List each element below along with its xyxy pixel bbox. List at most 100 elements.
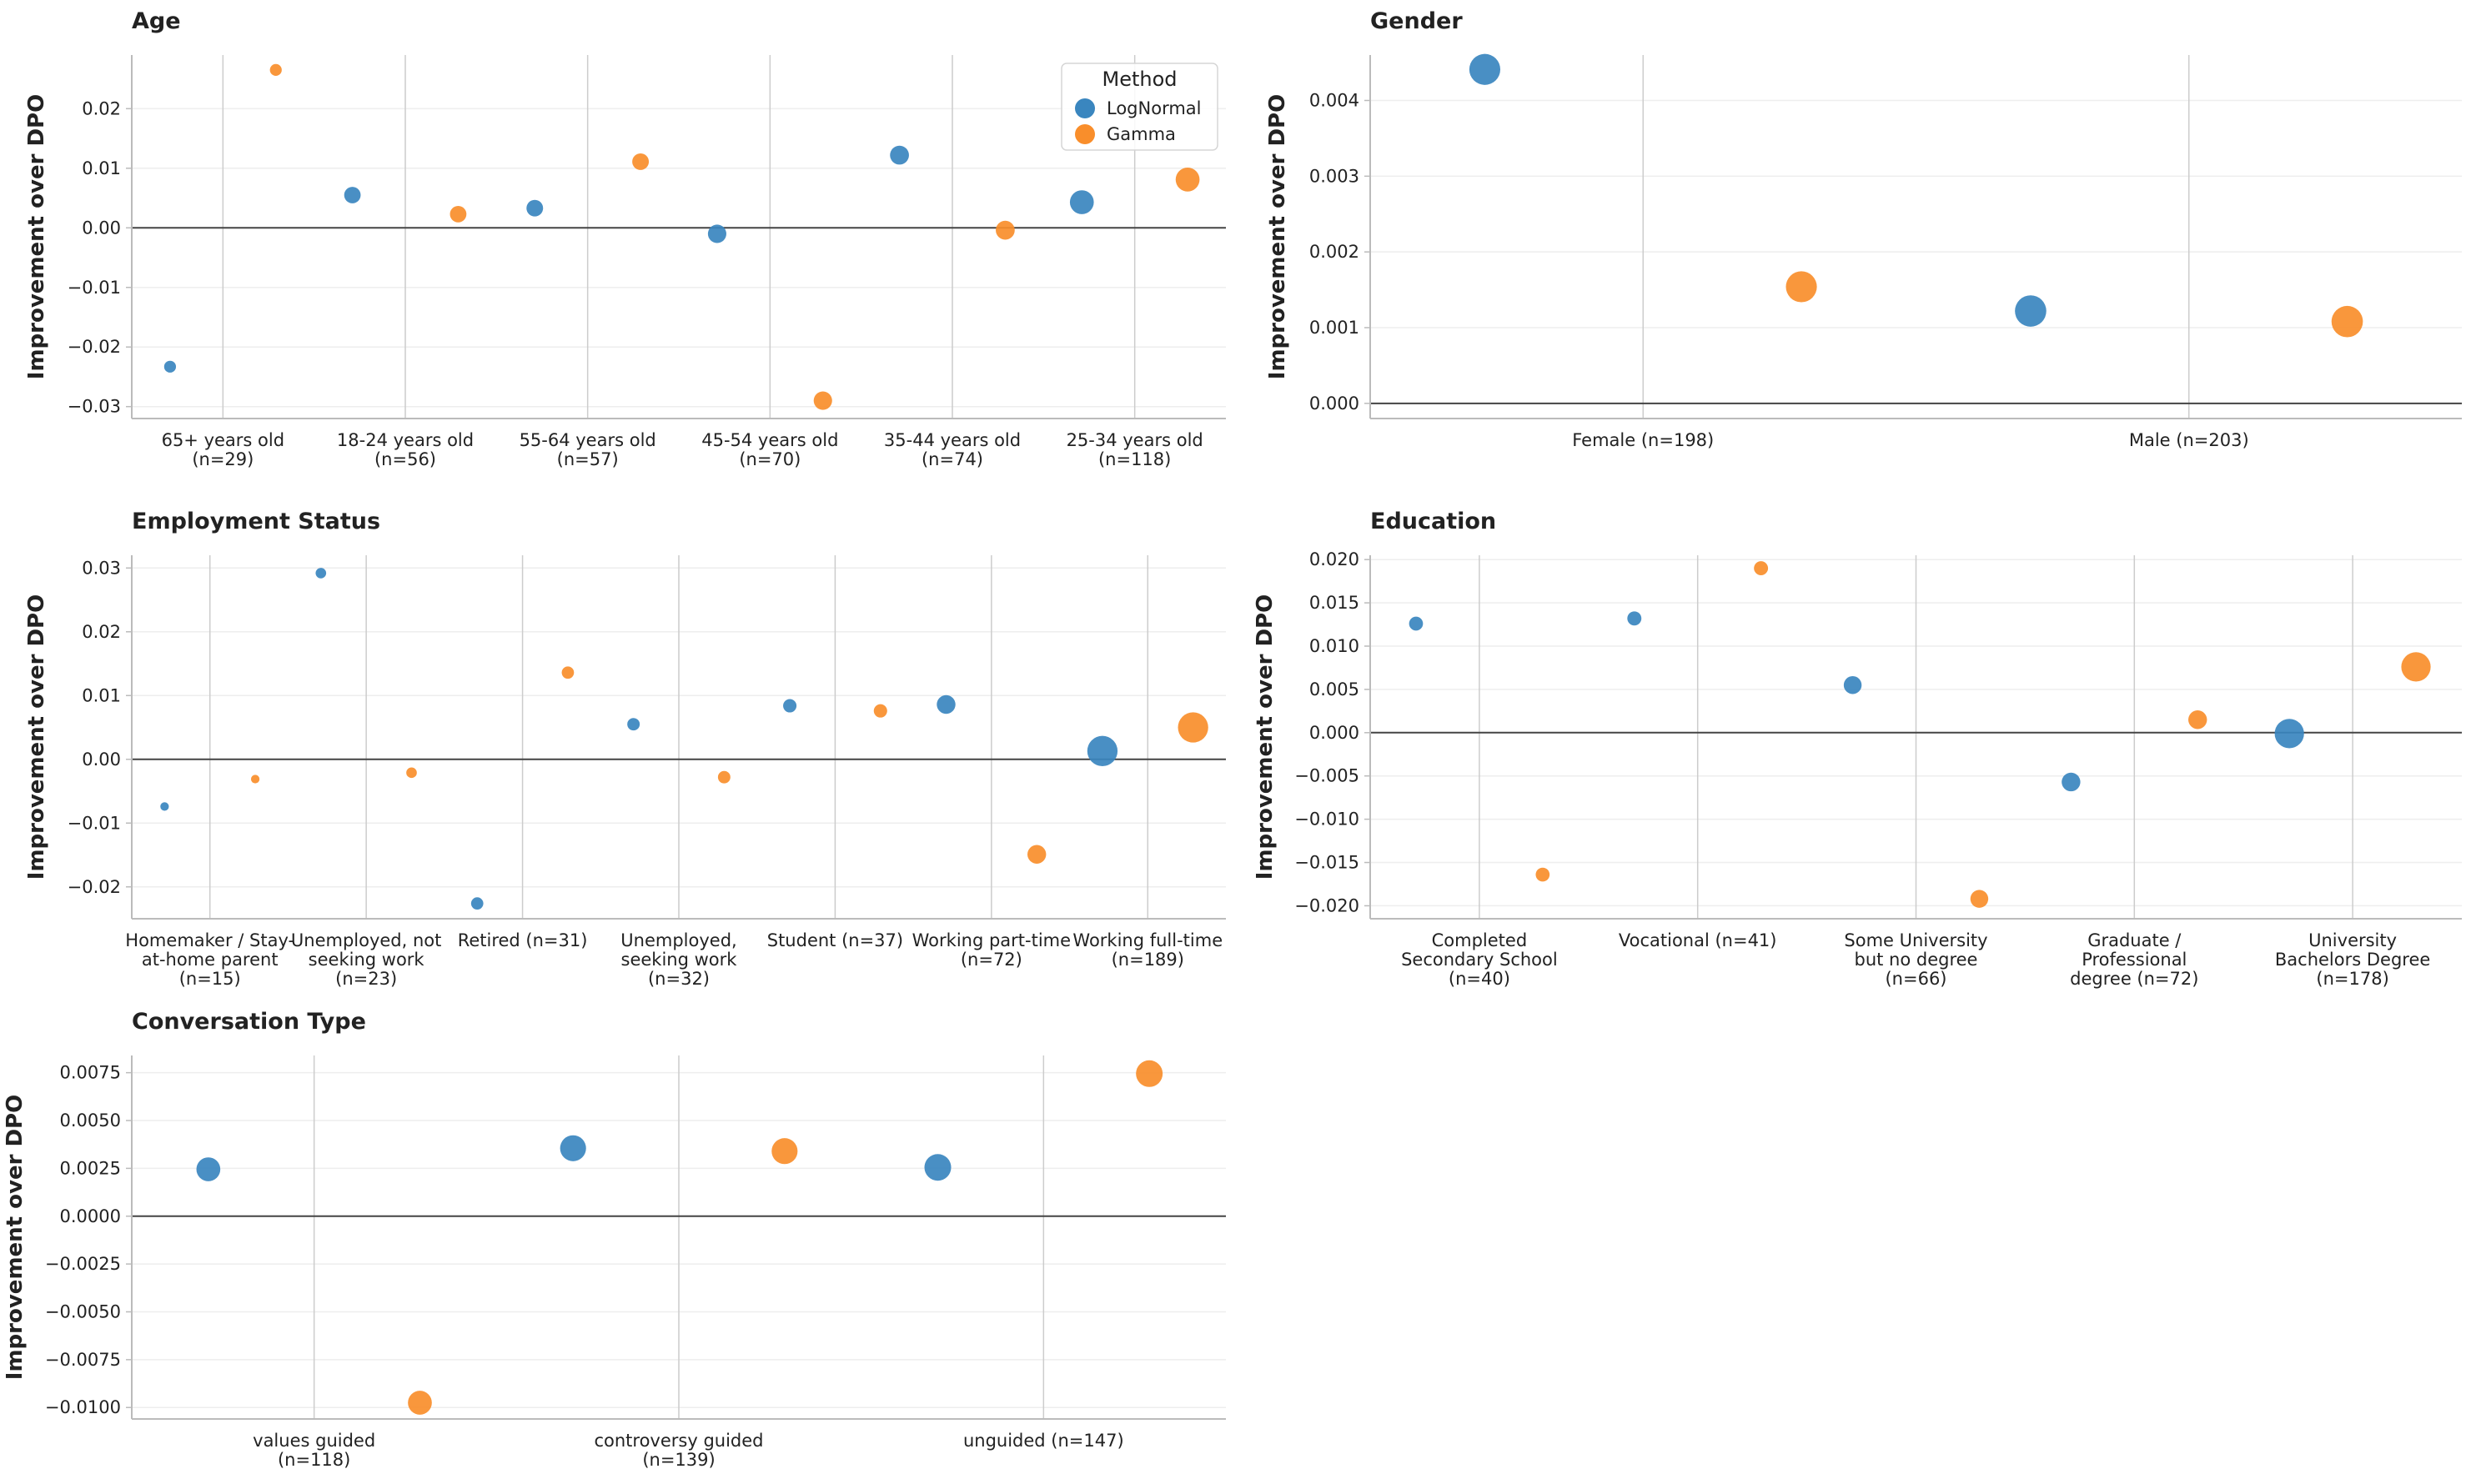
y-tick-label: −0.0050 [45,1301,121,1321]
y-tick-label: 0.00 [82,750,121,770]
panel-title: Gender [1370,8,1463,34]
y-axis-label: Improvement over DPO [24,94,49,379]
point-lognormal [196,1157,221,1181]
point-gamma [1175,168,1200,192]
point-gamma [1136,1060,1163,1087]
y-tick-label: 0.01 [82,158,121,178]
point-lognormal [470,897,484,910]
y-tick-label: 0.0000 [60,1206,121,1226]
y-tick-label: −0.0025 [45,1254,121,1274]
y-tick-label: −0.005 [1294,766,1359,786]
y-axis-label: Improvement over DPO [3,1095,28,1380]
point-lognormal [1087,735,1118,766]
legend-marker-gamma [1075,124,1095,144]
point-lognormal [315,568,327,579]
x-tick-label: Some University but no degree (n=66) [1844,930,1987,989]
y-tick-label: 0.00 [82,218,121,238]
y-tick-label: 0.004 [1309,91,1359,111]
panel-age: Age −0.03 −0.02 −0.01 0.00 0.01 0.02 Improvemen… [24,8,1226,469]
x-tick-label: Retired (n=31) [458,930,588,950]
point-gamma [250,775,260,784]
x-tick-label: 25-34 years old (n=118) [1067,430,1203,469]
y-tick-label: −0.015 [1294,853,1359,873]
panel-title: Conversation Type [132,1009,366,1035]
panel-education: Education −0.020 −0.015 −0.010 −0.005 0.000 0.… [1253,509,2462,989]
point-lognormal [344,187,361,203]
point-gamma [813,391,832,410]
point-lognormal [2274,719,2304,749]
legend-label-lognormal: LogNormal [1107,98,1202,118]
point-gamma [2331,305,2363,338]
x-tick-label: Unemployed, not seeking work (n=23) [291,930,442,989]
point-gamma [771,1138,798,1165]
legend-box [1061,63,1218,151]
legend-label-gamma: Gamma [1107,124,1176,144]
x-tick-label: 65+ years old (n=29) [162,430,284,469]
point-lognormal [1627,611,1642,626]
y-axis-label: Improvement over DPO [1253,594,1278,880]
y-tick-label: 0.01 [82,685,121,705]
legend-title: Method [1102,68,1177,91]
y-tick-label: −0.02 [68,337,121,357]
y-tick-label: 0.0050 [60,1110,121,1131]
x-tick-label: Unemployed, seeking work (n=32) [620,930,737,989]
y-tick-label: −0.02 [68,877,121,897]
x-tick-label: 18-24 years old (n=56) [337,430,474,469]
point-lognormal [2015,295,2047,327]
x-tick-label: 35-44 years old (n=74) [884,430,1021,469]
y-tick-label: 0.001 [1309,318,1359,338]
panel-title: Employment Status [132,509,380,534]
x-tick-label: University Bachelors Degree (n=178) [2275,930,2430,989]
x-tick-label: controversy guided (n=139) [594,1431,763,1470]
y-tick-label: 0.000 [1309,723,1359,743]
point-lognormal [1843,675,1862,694]
y-tick-label: −0.03 [68,397,121,417]
point-gamma [1027,845,1047,864]
y-tick-label: 0.003 [1309,166,1359,186]
point-lognormal [1409,616,1424,631]
y-tick-label: 0.0025 [60,1158,121,1178]
panel-conversation-type: Conversation Type −0.0100 −0.0075 −0.0050 −0… [3,1009,1226,1470]
y-tick-label: 0.005 [1309,679,1359,699]
point-lognormal [163,360,177,373]
y-tick-label: 0.002 [1309,242,1359,262]
point-gamma [717,770,731,784]
y-tick-label: 0.010 [1309,636,1359,656]
y-tick-label: 0.0075 [60,1063,121,1083]
y-tick-label: −0.01 [68,813,121,833]
panel-title: Age [132,8,181,34]
point-lognormal [937,694,956,714]
point-gamma [873,704,887,718]
point-gamma [1785,271,1817,303]
y-tick-label: 0.02 [82,98,121,118]
point-lognormal [627,718,640,731]
x-tick-label: Working part-time (n=72) [912,930,1071,970]
x-tick-label: Female (n=198) [1572,430,1714,450]
point-lognormal [1469,53,1501,85]
y-tick-label: 0.020 [1309,549,1359,569]
y-tick-label: −0.010 [1294,810,1359,830]
x-tick-label: Homemaker / Stay-at-home parent (n=15) [125,930,294,989]
y-tick-label: −0.0100 [45,1397,121,1417]
point-gamma [2401,652,2431,682]
point-gamma [449,205,467,223]
point-gamma [406,767,417,779]
point-gamma [2188,710,2207,729]
point-gamma [1535,867,1550,882]
point-gamma [269,63,282,76]
x-tick-label: values guided (n=118) [253,1431,375,1470]
x-tick-label: Completed Secondary School (n=40) [1401,930,1558,989]
point-lognormal [890,145,909,165]
point-gamma [561,666,575,679]
point-lognormal [783,699,797,713]
y-tick-label: −0.01 [68,278,121,298]
point-gamma [408,1391,432,1415]
point-lognormal [526,199,544,217]
point-gamma [632,153,650,170]
x-tick-label: Student (n=37) [767,930,903,950]
x-tick-label: Vocational (n=41) [1619,930,1777,950]
point-gamma [1178,712,1208,743]
point-gamma [1970,890,1989,908]
legend-marker-lognormal [1075,98,1095,118]
